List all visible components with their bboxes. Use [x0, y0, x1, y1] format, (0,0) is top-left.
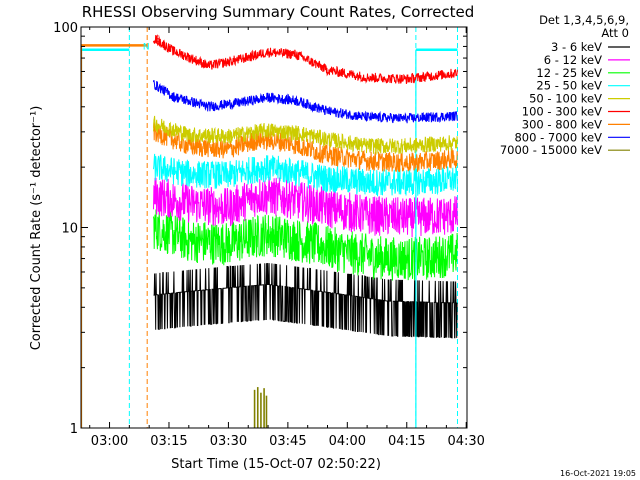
chart-title: RHESSI Observing Summary Count Rates, Co… [82, 3, 475, 21]
footer-timestamp: 16-Oct-2021 19:05 [560, 469, 636, 478]
x-tick-label-03-15: 03:15 [150, 434, 187, 449]
marker-s: S [155, 35, 161, 45]
series-12-25-kev [153, 209, 458, 281]
x-tick-label-03-00: 03:00 [91, 434, 128, 449]
legend-label-7000-15000-kev: 7000 - 15000 keV [500, 143, 602, 157]
legend-label-50-100-kev: 50 - 100 keV [529, 92, 602, 106]
x-axis-label: Start Time (15-Oct-07 02:50:22) [171, 457, 381, 472]
series-25-50-kev [153, 153, 458, 197]
legend-header-line-2: Att 0 [601, 26, 629, 40]
x-tick-label-04-30: 04:30 [447, 434, 484, 449]
legend-label-800-7000-kev: 800 - 7000 keV [514, 130, 602, 144]
legend-label-12-25-kev: 12 - 25 keV [536, 66, 602, 80]
legend-label-6-12-kev: 6 - 12 keV [544, 53, 602, 67]
y-tick-label-100: 100 [53, 21, 78, 36]
legend-header-line-1: Det 1,3,4,5,6,9, [539, 13, 629, 27]
y-tick-label-1: 1 [70, 422, 78, 437]
y-axis-label: Corrected Count Rate (s⁻¹ detector⁻¹) [29, 106, 44, 351]
axis-ticks: 03:00 03:15 03:30 03:45 04:00 04:15 04:30 1 10 10… [53, 21, 485, 449]
series-50-100-kev [153, 115, 458, 155]
legend-label-100-300-kev: 100 - 300 keV [522, 105, 602, 119]
series-800-7000-kev [153, 80, 458, 124]
x-tick-label-04-00: 04:00 [329, 434, 366, 449]
series-6-12-kev [153, 176, 458, 238]
legend-label-3-6-kev: 3 - 6 keV [551, 40, 602, 54]
series-300-800-kev [153, 122, 458, 173]
marker-labels: NS [143, 35, 161, 52]
x-tick-label-03-30: 03:30 [210, 434, 247, 449]
legend-label-300-800-kev: 300 - 800 keV [522, 117, 602, 131]
x-tick-label-04-15: 04:15 [388, 434, 425, 449]
y-tick-label-10: 10 [61, 222, 78, 237]
series-100-300-kev [153, 34, 458, 84]
legend-label-25-50-kev: 25 - 50 keV [536, 79, 602, 93]
series-3-6-kev [153, 262, 458, 339]
marker-n: N [143, 42, 150, 52]
x-tick-label-03-45: 03:45 [269, 434, 306, 449]
